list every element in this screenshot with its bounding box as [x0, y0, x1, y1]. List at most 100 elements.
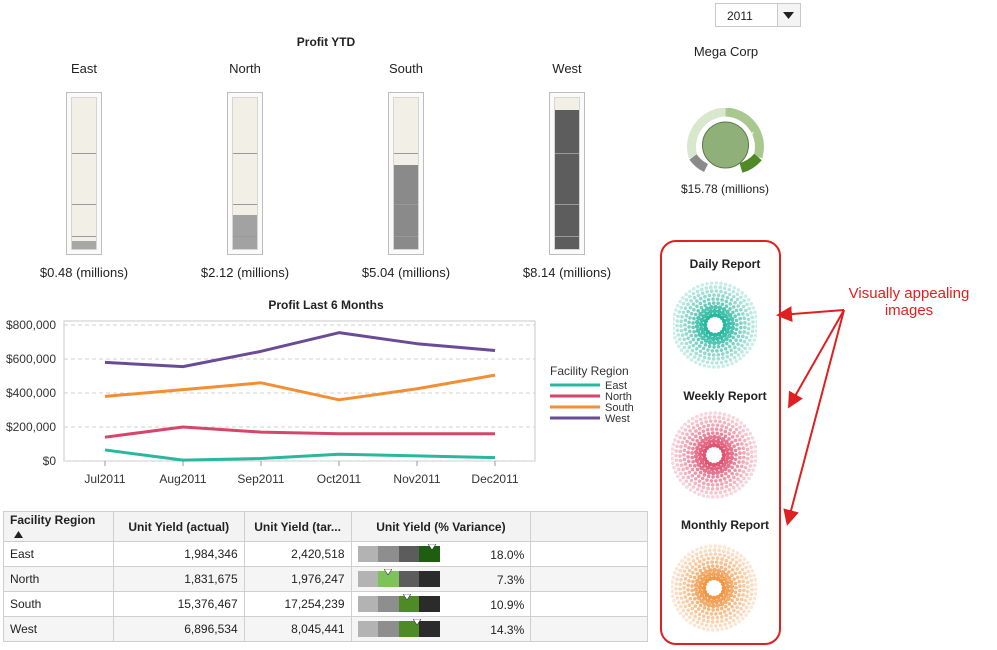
image-dot [679, 319, 683, 324]
image-dot [683, 561, 688, 565]
image-dot [674, 566, 679, 571]
ytd-gauge-west[interactable] [549, 92, 585, 255]
image-dot [695, 572, 699, 576]
year-dropdown[interactable]: 2011 [715, 3, 801, 27]
image-dot [683, 422, 687, 427]
image-dot [725, 363, 730, 367]
image-dot [714, 281, 719, 285]
image-dot [706, 607, 711, 612]
daily-report-title: Daily Report [689, 257, 761, 271]
image-dot [735, 297, 740, 302]
image-dot [737, 430, 742, 435]
image-dot [698, 296, 703, 301]
image-dot [711, 575, 717, 581]
image-dot [744, 565, 748, 570]
image-dot [719, 315, 725, 321]
image-dot [671, 584, 674, 589]
image-dot [686, 552, 691, 557]
column-header-actual[interactable]: Unit Yield (actual) [112, 511, 245, 542]
series-line-east[interactable] [104, 448, 496, 462]
image-dot [732, 461, 737, 466]
image-dot [742, 316, 747, 321]
image-dot [738, 338, 743, 343]
image-dot [693, 476, 698, 481]
image-dot [732, 475, 736, 480]
image-dot [703, 343, 708, 347]
image-dot [715, 564, 719, 569]
image-dot [697, 559, 702, 564]
image-dot [733, 448, 738, 453]
image-dot [687, 482, 692, 487]
image-dot [723, 471, 728, 476]
daily-report-image[interactable] [673, 278, 757, 372]
series-line-west[interactable] [104, 331, 496, 369]
column-header-variance[interactable]: Unit Yield (% Variance) [350, 511, 532, 542]
image-dot [685, 572, 689, 577]
weekly-report-image[interactable] [671, 409, 757, 501]
image-dot [671, 580, 675, 584]
image-dot [719, 468, 725, 474]
image-dot [690, 467, 695, 472]
image-dot [715, 349, 719, 353]
image-dot [693, 471, 698, 475]
column-header-target[interactable]: Unit Yield (tar... [243, 511, 352, 542]
image-dot [671, 451, 674, 456]
image-dot [715, 616, 720, 620]
image-dot [727, 487, 732, 492]
gauge-tick [72, 204, 96, 205]
image-dot [710, 620, 715, 624]
image-dot [706, 423, 711, 428]
image-dot [702, 606, 707, 610]
image-dot [687, 329, 692, 334]
image-dot [743, 294, 748, 298]
ytd-gauge-north[interactable] [227, 92, 263, 255]
image-dot [694, 334, 698, 338]
image-dot [720, 338, 726, 344]
series-line-north[interactable] [104, 425, 495, 439]
column-header-region[interactable]: Facility Region [3, 511, 114, 542]
image-dot [683, 444, 688, 448]
image-dot [720, 486, 724, 490]
image-dot [673, 312, 677, 317]
ytd-gauge-south[interactable] [388, 92, 424, 255]
image-dot [745, 560, 750, 565]
image-dot [697, 625, 701, 630]
image-dot [725, 451, 731, 456]
image-dot [689, 333, 694, 338]
image-dot [704, 445, 710, 451]
image-dot [696, 315, 701, 321]
image-dot [682, 581, 687, 586]
image-dot [685, 599, 689, 604]
image-dot [744, 480, 748, 484]
x-tick-label: Nov2011 [393, 472, 440, 486]
image-dot [707, 364, 711, 369]
monthly-report-image[interactable] [671, 538, 757, 638]
image-dot [735, 567, 740, 571]
image-dot [737, 446, 742, 451]
image-dot [734, 586, 738, 590]
ytd-region-value: $0.48 (millions) [39, 265, 129, 280]
image-dot [697, 492, 701, 497]
series-line-south[interactable] [104, 373, 496, 402]
image-dot [693, 464, 697, 468]
table-row[interactable]: East 1,984,346 2,420,518 18.0% [3, 541, 648, 567]
image-dot [675, 596, 680, 600]
image-dot [698, 550, 703, 555]
table-row[interactable]: South 15,376,467 17,254,239 10.9% [3, 591, 648, 617]
image-dot [719, 561, 723, 565]
table-row[interactable]: North 1,831,675 1,976,247 7.3% [3, 566, 648, 592]
image-dot [742, 424, 747, 428]
image-dot [730, 440, 734, 445]
image-dot [678, 587, 682, 591]
legend-title: Facility Region [550, 364, 629, 378]
image-dot [676, 440, 681, 444]
image-dot [738, 300, 743, 305]
sort-ascending-icon[interactable] [14, 530, 23, 538]
image-dot [703, 569, 709, 575]
image-dot [747, 609, 751, 614]
year-dropdown-button[interactable] [777, 4, 800, 26]
ytd-gauge-east[interactable] [66, 92, 102, 255]
image-dot [702, 468, 708, 473]
table-row[interactable]: West 6,896,534 8,045,441 14.3% [3, 616, 648, 642]
image-dot [739, 606, 743, 611]
